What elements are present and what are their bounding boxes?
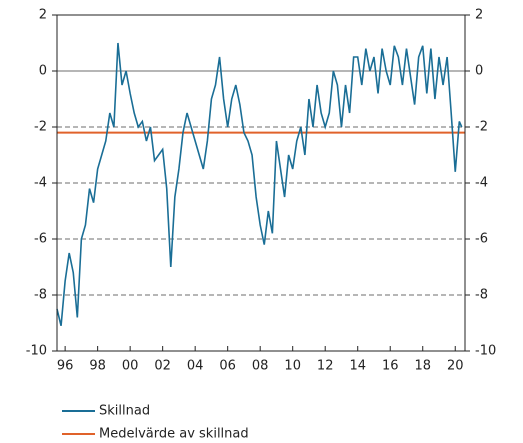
y-tick-label-right: -10 — [475, 344, 496, 359]
y-tick-label-right: -6 — [475, 232, 488, 247]
series-line — [56, 42, 463, 326]
x-tick-label: 98 — [89, 359, 106, 374]
x-tick-label: 06 — [219, 359, 236, 374]
x-tick-label: 96 — [57, 359, 74, 374]
y-tick-label: 2 — [39, 8, 47, 23]
y-tick-label: -6 — [34, 232, 47, 247]
y-tick-label-right: -4 — [475, 176, 488, 191]
x-tick-label: 02 — [154, 359, 171, 374]
y-tick-label: -8 — [34, 288, 47, 303]
x-tick-label: 10 — [284, 359, 301, 374]
y-tick-label-right: 2 — [475, 8, 483, 23]
y-tick-label: 0 — [39, 64, 47, 79]
y-tick-label: -4 — [34, 176, 47, 191]
x-tick-label: 08 — [252, 359, 269, 374]
x-tick-label: 20 — [447, 359, 464, 374]
y-tick-label-right: 0 — [475, 64, 483, 79]
x-tick-label: 16 — [382, 359, 399, 374]
x-tick-label: 12 — [317, 359, 334, 374]
legend-label: Medelvärde av skillnad — [99, 427, 249, 442]
legend-label: Skillnad — [99, 404, 150, 419]
y-tick-label-right: -2 — [475, 120, 488, 135]
x-tick-label: 00 — [122, 359, 139, 374]
y-tick-label-right: -8 — [475, 288, 488, 303]
y-tick-label: -10 — [26, 344, 47, 359]
x-tick-label: 18 — [414, 359, 431, 374]
x-tick-label: 14 — [349, 359, 366, 374]
y-tick-label: -2 — [34, 120, 47, 135]
x-tick-label: 04 — [187, 359, 204, 374]
plot-frame — [56, 14, 466, 352]
